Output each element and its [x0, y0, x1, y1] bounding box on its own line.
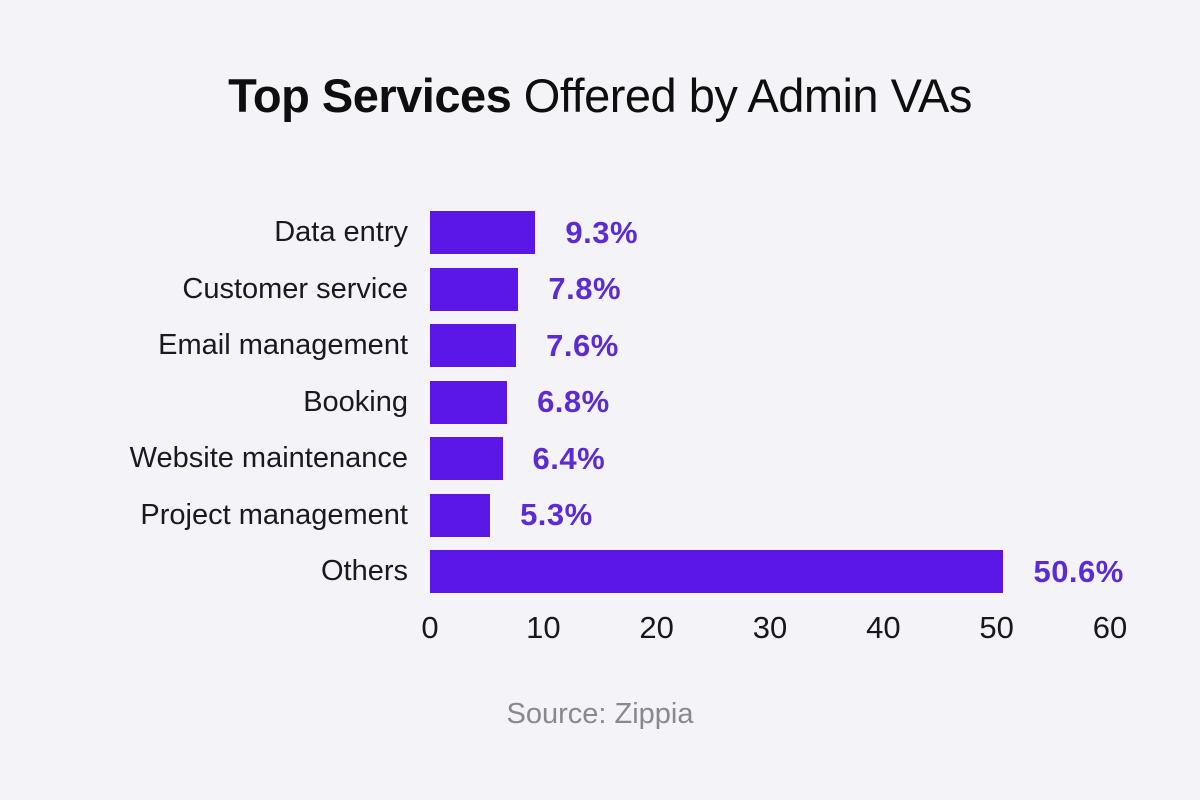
- category-label: Email management: [158, 329, 408, 361]
- chart-title-bold: Top Services: [228, 69, 512, 122]
- category-label: Customer service: [182, 272, 408, 305]
- bar-track: 7.6%: [430, 324, 1200, 367]
- bar-track: 50.6%: [430, 550, 1200, 593]
- chart-row: Others 50.6%: [0, 550, 1200, 593]
- category-label: Data entry: [274, 216, 408, 248]
- x-axis-tick: 20: [639, 610, 674, 645]
- category-label: Project management: [140, 498, 408, 531]
- x-axis-tick: 50: [979, 610, 1014, 645]
- chart-row: Booking 6.8%: [0, 380, 1200, 424]
- chart-row: Website maintenance 6.4%: [0, 437, 1200, 480]
- chart-title: Top Services Offered by Admin VAs: [0, 68, 1200, 123]
- bar-track: 5.3%: [430, 493, 1200, 537]
- value-label: 6.8%: [537, 384, 610, 419]
- chart-row: Project management 5.3%: [0, 493, 1200, 537]
- x-axis-tick: 60: [1092, 610, 1128, 645]
- x-axis-tick: 40: [866, 610, 901, 645]
- bar-track: 9.3%: [430, 211, 1200, 254]
- bar-track: 6.4%: [430, 437, 1200, 480]
- value-label: 9.3%: [565, 214, 639, 250]
- bar: [430, 267, 519, 311]
- category-label: Website maintenance: [129, 442, 408, 474]
- x-axis-tick: 0: [421, 610, 439, 645]
- bar-chart: Data entry 9.3% Customer service 7.8% Em…: [0, 211, 1200, 607]
- x-axis: 0 10 20 30 40 50 60: [421, 610, 1127, 646]
- bar: [430, 493, 491, 537]
- category-label: Others: [320, 555, 408, 587]
- bar: [430, 380, 508, 424]
- chart-row: Data entry 9.3%: [0, 211, 1200, 254]
- bar-track: 6.8%: [430, 380, 1200, 424]
- bar: [430, 324, 517, 367]
- category-label: Booking: [303, 385, 408, 418]
- bar-track: 7.8%: [430, 267, 1200, 311]
- x-axis-tick: 30: [752, 610, 788, 645]
- value-label: 7.6%: [546, 327, 619, 363]
- value-label: 6.4%: [532, 440, 606, 476]
- source-attribution: Source: Zippia: [506, 698, 694, 730]
- chart-title-regular: Offered by Admin VAs: [511, 69, 973, 122]
- chart-row: Customer service 7.8%: [0, 267, 1200, 311]
- x-axis-tick: 10: [526, 610, 561, 645]
- bar: [430, 437, 503, 480]
- bar: [430, 211, 536, 254]
- value-label: 50.6%: [1033, 553, 1124, 589]
- bar: [430, 550, 1004, 593]
- value-label: 7.8%: [548, 271, 622, 306]
- value-label: 5.3%: [520, 497, 593, 532]
- chart-row: Email management 7.6%: [0, 324, 1200, 367]
